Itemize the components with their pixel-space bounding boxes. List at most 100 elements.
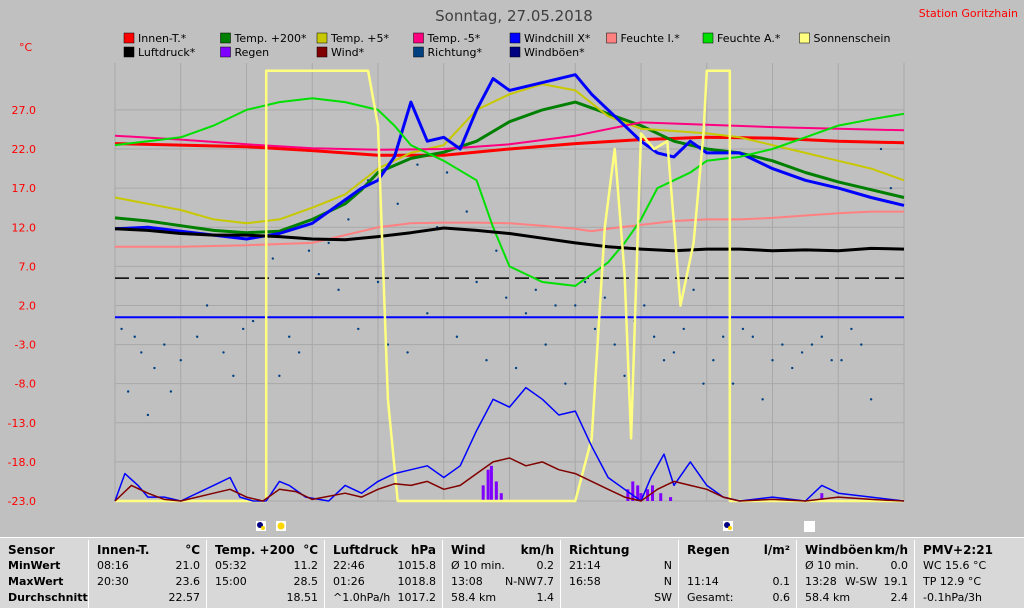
direction-dot xyxy=(465,210,468,213)
stats-row: Gesamt: 0.6 xyxy=(679,590,796,606)
direction-dot xyxy=(603,296,607,299)
sun-icon-disc xyxy=(277,522,285,530)
stats-header-row: Luftdruck hPa xyxy=(325,542,442,558)
direction-dot xyxy=(146,413,150,417)
direction-dot xyxy=(751,335,754,338)
rain-bar xyxy=(639,493,643,501)
direction-dot xyxy=(271,257,274,260)
y-tick-label: 27.0 xyxy=(12,104,37,117)
direction-dot xyxy=(475,280,478,284)
direction-dot xyxy=(386,343,390,346)
legend-label: Regen xyxy=(235,46,270,59)
legend-swatch xyxy=(413,46,424,58)
moon-icon-disc xyxy=(257,522,263,528)
direction-dot xyxy=(327,241,330,245)
stats-row: MaxWert xyxy=(0,574,88,590)
stats-cell-value: 0.1 xyxy=(772,575,791,588)
direction-dot xyxy=(169,390,173,393)
stats-cell-label: MaxWert xyxy=(8,575,64,588)
direction-dot xyxy=(643,304,646,307)
moon-icon-2-disc xyxy=(724,522,730,528)
direction-dot xyxy=(702,382,705,385)
stats-cell-label: WC 15.6 °C xyxy=(923,559,987,572)
direction-dot xyxy=(583,280,587,284)
direction-dot xyxy=(692,288,695,292)
stats-row: 58.4 km 1.4 xyxy=(443,590,560,606)
stats-header-label: Windböen xyxy=(805,543,873,557)
stats-column: Windböen km/h Ø 10 min. 0.0 13:28 W-SW 19.1 58.… xyxy=(796,540,914,608)
legend-label: Sonnenschein xyxy=(814,32,891,45)
stats-row: 13:08 N-NW 7.7 xyxy=(443,574,560,590)
stats-cell-value: 23.6 xyxy=(175,575,201,588)
stats-header-row: PMV+2:21 xyxy=(915,542,1024,558)
legend-label: Feuchte A.* xyxy=(717,32,781,45)
direction-dot xyxy=(222,351,225,354)
direction-dot xyxy=(455,335,459,338)
stats-row: Ø 10 min. 0.2 xyxy=(443,558,560,574)
stats-header-row: Richtung xyxy=(561,542,678,558)
direction-dot xyxy=(347,218,350,221)
stats-row: 22.57 xyxy=(89,590,206,606)
legend-label: Richtung* xyxy=(428,46,483,59)
stats-cell-direction: N-NW xyxy=(505,575,537,588)
stats-header-label: Richtung xyxy=(569,543,630,557)
direction-dot xyxy=(781,343,784,346)
legend-swatch xyxy=(316,46,328,58)
stats-cell-label: 21:14 xyxy=(569,559,601,572)
sun-icon-2 xyxy=(804,521,815,532)
rain-bar xyxy=(499,493,503,501)
stats-row: 58.4 km 2.4 xyxy=(797,590,914,606)
stats-cell-label: 58.4 km xyxy=(805,591,851,604)
direction-dot xyxy=(593,327,597,331)
stats-cell-value: 28.5 xyxy=(293,575,319,588)
legend-swatch xyxy=(509,46,521,58)
stats-cell-label: Ø 10 min. xyxy=(451,559,505,572)
direction-dot xyxy=(251,319,255,323)
y-tick-label: -13.0 xyxy=(8,417,36,430)
stats-row: 05:32 11.2 xyxy=(207,558,324,574)
stats-cell-value: 19.1 xyxy=(883,575,909,588)
direction-dot xyxy=(505,296,508,299)
stats-column: Wind km/h Ø 10 min. 0.2 13:08 N-NW 7.7 58.4 km 1… xyxy=(442,540,560,608)
legend-swatch xyxy=(413,32,424,44)
y-tick-label: 12.0 xyxy=(12,221,37,234)
direction-dot xyxy=(652,335,656,338)
stats-row: 20:30 23.6 xyxy=(89,574,206,590)
stats-cell-label: 11:14 xyxy=(687,575,719,588)
direction-dot xyxy=(297,351,301,354)
direction-dot xyxy=(810,343,814,346)
direction-dot xyxy=(869,398,873,401)
direction-dot xyxy=(120,327,123,331)
rain-bar xyxy=(481,485,485,501)
stats-column: PMV+2:21 WC 15.6 °C TP 12.9 °C -0.1hPa/3h xyxy=(914,540,1024,608)
direction-dot xyxy=(396,202,399,205)
stats-cell-label: 20:30 xyxy=(97,575,129,588)
stats-cell-value: 1017.2 xyxy=(397,591,437,604)
station-name: Station Goritzhain xyxy=(919,7,1018,20)
stats-cell-value: 1.4 xyxy=(536,591,555,604)
rain-bar xyxy=(669,497,673,501)
stats-header-unit: °C xyxy=(185,543,200,557)
moon-icon-glow xyxy=(261,526,265,530)
stats-row: 16:58 N xyxy=(561,574,678,590)
stats-header-unit: km/h xyxy=(520,543,554,557)
statistics-table: Sensor MinWert MaxWert Durchschnitt Innen-T.… xyxy=(0,537,1024,608)
stats-cell-label: ^1.0hPa/h xyxy=(333,591,391,604)
legend-label: Windchill X* xyxy=(524,32,591,45)
series-line xyxy=(114,100,905,235)
stats-header-row: Wind km/h xyxy=(443,542,560,558)
y-tick-label: 7.0 xyxy=(19,260,37,273)
stats-row: WC 15.6 °C xyxy=(915,558,1024,574)
stats-header-label: Innen-T. xyxy=(97,543,150,557)
stats-cell-value: 21.0 xyxy=(175,559,201,572)
direction-dot xyxy=(317,272,321,276)
stats-column: Innen-T. °C 08:16 21.0 20:30 23.6 22.57 xyxy=(88,540,206,608)
rain-bar xyxy=(631,481,635,501)
stats-header-label: Regen xyxy=(687,543,730,557)
legend-label: Temp. +200* xyxy=(234,32,308,45)
stats-cell-value: 7.7 xyxy=(536,575,555,588)
series-line xyxy=(115,69,904,503)
legend-swatch xyxy=(799,32,810,44)
direction-dot xyxy=(232,374,235,378)
stats-cell-direction: W-SW xyxy=(845,575,878,588)
